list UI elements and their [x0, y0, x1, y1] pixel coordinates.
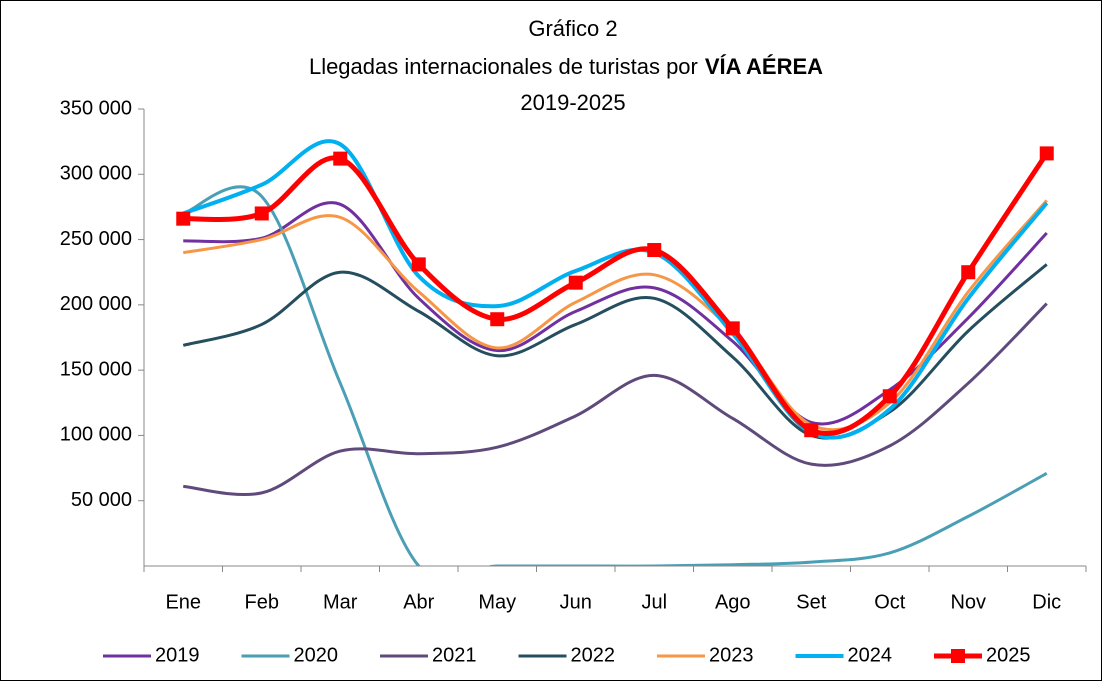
series-marker [176, 211, 191, 226]
x-tick-label: Set [796, 591, 826, 613]
x-tick-label: Oct [874, 591, 906, 613]
series-marker [882, 389, 897, 404]
legend-label: 2025 [986, 644, 1031, 666]
subtitle-text: Llegadas internacionales de turistas por [309, 54, 698, 79]
y-tick-label: 50 000 [71, 489, 132, 511]
series-line [183, 302, 1048, 497]
series-marker [1039, 146, 1054, 161]
legend-label: 2023 [709, 644, 754, 666]
y-tick-label: 100 000 [60, 424, 132, 446]
x-tick-label: May [478, 591, 516, 613]
series-marker [725, 321, 740, 336]
series-marker [647, 243, 662, 258]
series-marker [411, 257, 426, 272]
x-tick-label: Ago [715, 591, 751, 613]
series-line [182, 185, 1048, 566]
series-marker [254, 206, 269, 221]
x-tick-label: Dic [1032, 591, 1061, 613]
legend-label: 2019 [155, 644, 200, 666]
chart-subtitle: Llegadas internacionales de turistas por… [309, 54, 823, 79]
y-tick-label: 200 000 [60, 293, 132, 315]
x-tick-label: Nov [950, 591, 986, 613]
series-marker [961, 265, 976, 280]
legend-label: 2024 [848, 644, 893, 666]
subtitle-bold: VÍA AÉREA [705, 54, 823, 79]
series-marker [804, 423, 819, 438]
x-tick-label: Ene [165, 591, 201, 613]
legend-label: 2021 [432, 644, 477, 666]
x-tick-label: Mar [323, 591, 358, 613]
legend-marker [951, 649, 965, 663]
legend-label: 2022 [571, 644, 616, 666]
series-line [183, 199, 1048, 432]
x-tick-label: Jun [560, 591, 592, 613]
series-line [182, 263, 1048, 440]
x-tick-label: Abr [403, 591, 434, 613]
series-marker [490, 312, 505, 327]
chart-period: 2019-2025 [520, 90, 625, 115]
x-tick-label: Jul [641, 591, 667, 613]
chart-title: Gráfico 2 [528, 16, 617, 41]
y-tick-label: 350 000 [60, 97, 132, 119]
series-marker [333, 151, 348, 166]
series-marker [568, 275, 583, 290]
legend-label: 2020 [294, 644, 339, 666]
y-tick-label: 250 000 [60, 228, 132, 250]
y-tick-label: 300 000 [60, 163, 132, 185]
x-tick-label: Feb [245, 591, 279, 613]
y-tick-label: 150 000 [60, 358, 132, 380]
